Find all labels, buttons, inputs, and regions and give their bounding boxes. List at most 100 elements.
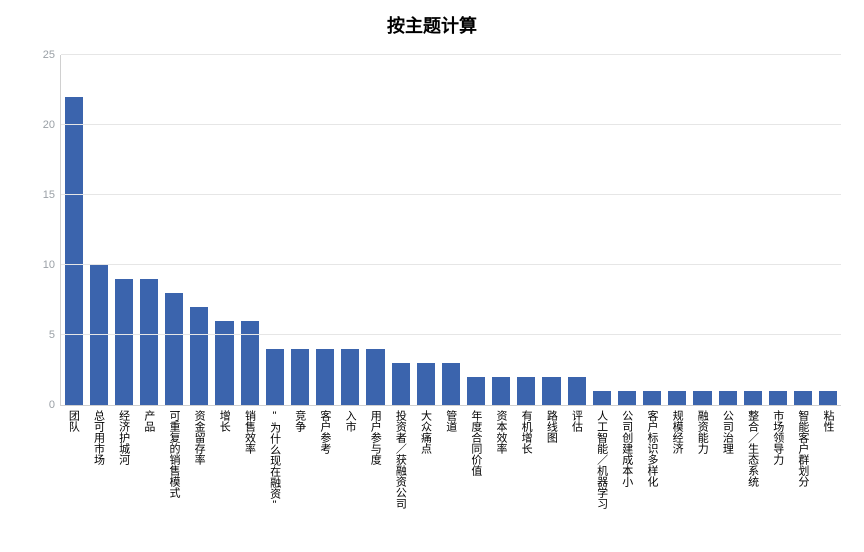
bar <box>568 377 586 405</box>
x-label-slot: 公司创建成本小 <box>613 406 638 511</box>
x-axis-label: 规模经济 <box>671 406 683 511</box>
x-axis-label: 总可用市场 <box>92 406 104 511</box>
x-axis-label: 管道 <box>444 406 456 511</box>
bar <box>165 293 183 405</box>
x-axis-label: 年度合同价值 <box>469 406 481 511</box>
chart-title: 按主题计算 <box>0 12 864 38</box>
bar-slot <box>313 55 338 405</box>
bar-slot <box>61 55 86 405</box>
bar-slot <box>413 55 438 405</box>
grid-line <box>61 54 841 55</box>
bar-slot <box>765 55 790 405</box>
x-label-slot: 竞争 <box>286 406 311 511</box>
bar <box>190 307 208 405</box>
x-axis-label: 入市 <box>344 406 356 511</box>
x-label-slot: 经济护城河 <box>110 406 135 511</box>
bar <box>392 363 410 405</box>
y-tick-label: 15 <box>21 189 55 201</box>
x-label-slot: 客户参考 <box>312 406 337 511</box>
grid-line <box>61 334 841 335</box>
x-axis-label: 公司治理 <box>721 406 733 511</box>
x-axis-label: 竞争 <box>293 406 305 511</box>
bar-slot <box>162 55 187 405</box>
x-label-slot: 大众痛点 <box>412 406 437 511</box>
bar-slot <box>514 55 539 405</box>
x-label-slot: 用户参与度 <box>362 406 387 511</box>
bar-slot <box>86 55 111 405</box>
y-tick-label: 20 <box>21 119 55 131</box>
x-label-slot: 可重复的销售模式 <box>161 406 186 511</box>
bar-slot <box>589 55 614 405</box>
bar-slot <box>715 55 740 405</box>
bar-slot <box>690 55 715 405</box>
x-axis-label: 路线图 <box>545 406 557 511</box>
x-label-slot: 人工智能／机器学习 <box>588 406 613 511</box>
x-label-slot: 产品 <box>135 406 160 511</box>
y-tick-label: 5 <box>21 329 55 341</box>
bar <box>90 265 108 405</box>
bar-slot <box>816 55 841 405</box>
plot-area: 0510152025 <box>60 55 841 406</box>
bar-slot <box>464 55 489 405</box>
x-axis-label: 销售效率 <box>243 406 255 511</box>
bar <box>366 349 384 405</box>
x-label-slot: 管道 <box>437 406 462 511</box>
bar <box>467 377 485 405</box>
bar-slot <box>237 55 262 405</box>
bar-slot <box>614 55 639 405</box>
bar <box>744 391 762 405</box>
bar <box>668 391 686 405</box>
x-axis-labels: 团队 总可用市场 经济护城河 产品可重复的销售模式资金留存率 增长 销售效率 "为什么现在融… <box>60 406 840 511</box>
bar-slot <box>564 55 589 405</box>
x-label-slot: 团队 <box>60 406 85 511</box>
bar <box>693 391 711 405</box>
bar <box>341 349 359 405</box>
x-label-slot: 总可用市场 <box>85 406 110 511</box>
bar-slot <box>438 55 463 405</box>
bar <box>291 349 309 405</box>
grid-line <box>61 194 841 195</box>
bar-slot <box>187 55 212 405</box>
x-label-slot: "为什么现在融资" <box>261 406 286 511</box>
bar <box>417 363 435 405</box>
x-axis-label: 增长 <box>218 406 230 511</box>
grid-line <box>61 124 841 125</box>
y-tick-label: 10 <box>21 259 55 271</box>
bar-slot <box>136 55 161 405</box>
bar <box>719 391 737 405</box>
x-axis-label: 资金留存率 <box>193 406 205 511</box>
x-axis-label: 资本效率 <box>494 406 506 511</box>
x-label-slot: 整合／生态系统 <box>739 406 764 511</box>
x-axis-label: 市场领导力 <box>771 406 783 511</box>
bar <box>65 97 83 405</box>
x-label-slot: 销售效率 <box>236 406 261 511</box>
x-label-slot: 公司治理 <box>714 406 739 511</box>
x-label-slot: 规模经济 <box>664 406 689 511</box>
x-axis-label: 融资能力 <box>696 406 708 511</box>
bar-slot <box>640 55 665 405</box>
bar-slot <box>338 55 363 405</box>
x-axis-label: 经济护城河 <box>117 406 129 511</box>
x-label-slot: 智能客户群划分 <box>790 406 815 511</box>
x-axis-label: 智能客户群划分 <box>796 406 808 511</box>
bar <box>442 363 460 405</box>
x-axis-label: 产品 <box>142 406 154 511</box>
bar <box>769 391 787 405</box>
x-label-slot: 增长 <box>211 406 236 511</box>
bar-container <box>61 55 841 405</box>
bar <box>517 377 535 405</box>
x-label-slot: 粘性 <box>815 406 840 511</box>
x-axis-label: 投资者／获融资公司 <box>394 406 406 511</box>
bar-slot <box>388 55 413 405</box>
bar-slot <box>539 55 564 405</box>
bar <box>794 391 812 405</box>
x-label-slot: 资本效率 <box>488 406 513 511</box>
x-axis-label: 评估 <box>570 406 582 511</box>
bar <box>593 391 611 405</box>
bar-slot <box>212 55 237 405</box>
bar <box>140 279 158 405</box>
x-axis-label: 团队 <box>67 406 79 511</box>
x-axis-label: 客户参考 <box>318 406 330 511</box>
x-axis-label: 整合／生态系统 <box>746 406 758 511</box>
x-label-slot: 市场领导力 <box>764 406 789 511</box>
